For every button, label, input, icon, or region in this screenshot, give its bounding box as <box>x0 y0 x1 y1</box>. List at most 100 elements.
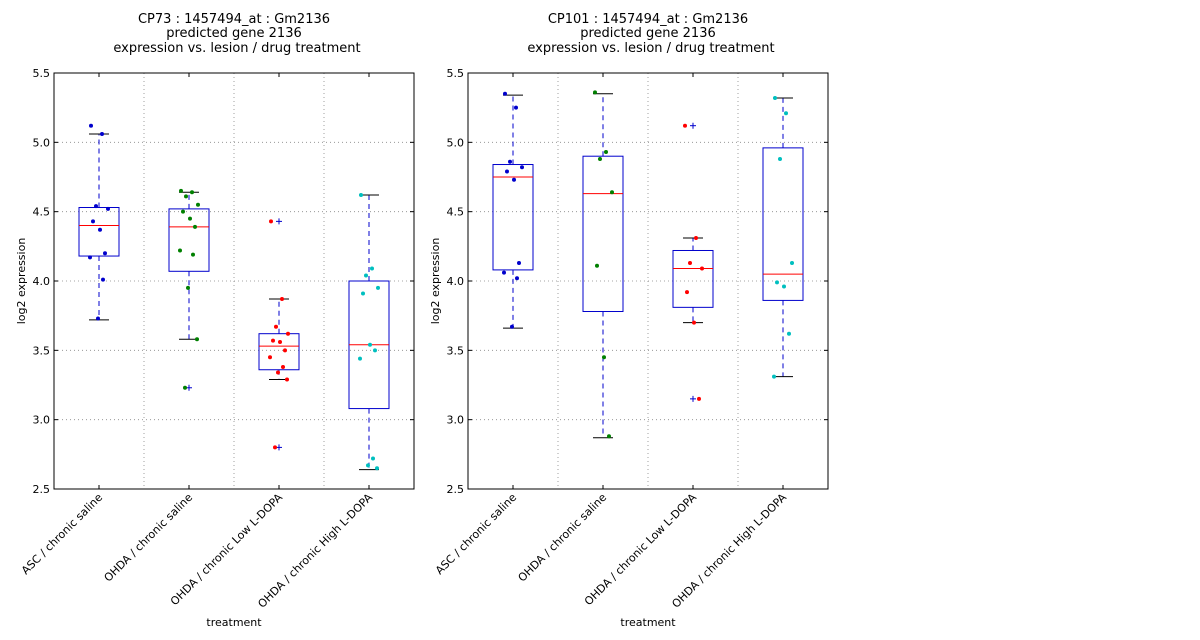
chart-panel-cp101: CP101 : 1457494_at : Gm2136 predicted ge… <box>429 12 829 629</box>
y-axis-label: log2 expression <box>429 238 442 325</box>
data-point <box>91 219 95 224</box>
chart-title-line-3: expression vs. lesion / drug treatment <box>113 41 360 56</box>
x-axis-label: treatment <box>206 616 262 629</box>
box-group <box>348 193 390 471</box>
box-iqr <box>672 249 714 308</box>
data-point <box>602 355 606 360</box>
data-point <box>178 248 182 253</box>
data-point <box>191 252 195 257</box>
data-point <box>186 285 190 290</box>
data-point <box>193 224 197 229</box>
y-tick-label: 5.5 <box>33 67 51 80</box>
box-iqr <box>762 147 804 301</box>
y-ticks: 2.5 3.0 3.5 4.0 4.5 5.0 5.5 <box>447 67 828 496</box>
y-tick-label: 2.5 <box>33 483 51 496</box>
data-point <box>502 270 506 275</box>
y-tick-label: 5.0 <box>33 136 51 149</box>
box-group <box>762 95 804 379</box>
data-point <box>376 285 380 290</box>
plot-area <box>492 90 804 439</box>
y-tick-label: 4.5 <box>447 206 465 219</box>
data-point <box>101 277 105 282</box>
data-point <box>190 190 194 195</box>
y-axis-label: log2 expression <box>15 238 28 325</box>
x-tick-label: ASC / chronic saline <box>19 491 105 577</box>
x-tick-label: ASC / chronic saline <box>433 491 519 577</box>
x-tick-label: OHDA / chronic saline <box>516 491 610 585</box>
box-group <box>582 90 624 439</box>
chart-title-line-2: predicted gene 2136 <box>166 26 302 41</box>
box-iqr <box>492 164 534 271</box>
data-point <box>700 266 704 271</box>
data-point <box>280 297 284 302</box>
data-point <box>514 105 518 110</box>
box-group <box>258 218 300 451</box>
y-ticks: 2.5 3.0 3.5 4.0 4.5 5.0 5.5 <box>33 67 414 496</box>
grid-lines <box>468 73 828 489</box>
data-point <box>100 132 104 137</box>
data-point <box>196 202 200 207</box>
data-point <box>106 206 110 211</box>
data-point <box>782 284 786 289</box>
data-point <box>610 190 614 195</box>
y-tick-label: 5.5 <box>447 67 465 80</box>
box-iqr <box>258 333 300 371</box>
data-point <box>683 123 687 128</box>
data-point <box>283 348 287 353</box>
data-point <box>271 338 275 343</box>
data-point <box>517 260 521 265</box>
data-point <box>692 320 696 325</box>
data-point <box>94 204 98 209</box>
data-point <box>281 364 285 369</box>
data-point <box>268 355 272 360</box>
box-iqr <box>168 208 210 272</box>
box-group <box>492 91 534 329</box>
box-group <box>672 122 714 402</box>
data-point <box>274 324 278 329</box>
data-point <box>685 290 689 295</box>
data-point <box>181 209 185 214</box>
data-point <box>89 123 93 128</box>
y-tick-label: 5.0 <box>447 136 465 149</box>
data-point <box>775 280 779 285</box>
box-group <box>168 188 210 391</box>
data-point <box>371 456 375 461</box>
data-point <box>286 331 290 336</box>
x-tick-label: OHDA / chronic saline <box>102 491 196 585</box>
data-point <box>285 377 289 382</box>
data-point <box>183 385 187 390</box>
plot-area <box>78 123 390 471</box>
data-point <box>273 445 277 450</box>
data-point <box>790 260 794 265</box>
data-point <box>515 276 519 281</box>
data-point <box>96 316 100 321</box>
data-point <box>358 356 362 361</box>
data-point <box>188 216 192 221</box>
data-point <box>370 266 374 271</box>
data-point <box>694 236 698 241</box>
data-point <box>103 251 107 256</box>
data-point <box>688 260 692 265</box>
data-point <box>598 156 602 161</box>
data-point <box>373 348 377 353</box>
y-tick-label: 3.0 <box>33 414 51 427</box>
data-point <box>179 188 183 193</box>
data-point <box>359 193 363 198</box>
y-tick-label: 3.5 <box>447 344 465 357</box>
chart-title-line-1: CP73 : 1457494_at : Gm2136 <box>138 12 330 27</box>
data-point <box>512 177 516 182</box>
data-point <box>778 156 782 161</box>
data-point <box>595 263 599 268</box>
data-point <box>510 324 514 329</box>
data-point <box>787 331 791 336</box>
y-tick-label: 3.0 <box>447 414 465 427</box>
data-point <box>505 169 509 174</box>
data-point <box>368 342 372 347</box>
data-point <box>607 434 611 439</box>
data-point <box>88 255 92 260</box>
data-point <box>364 273 368 278</box>
data-point <box>503 91 507 96</box>
data-point <box>593 90 597 95</box>
